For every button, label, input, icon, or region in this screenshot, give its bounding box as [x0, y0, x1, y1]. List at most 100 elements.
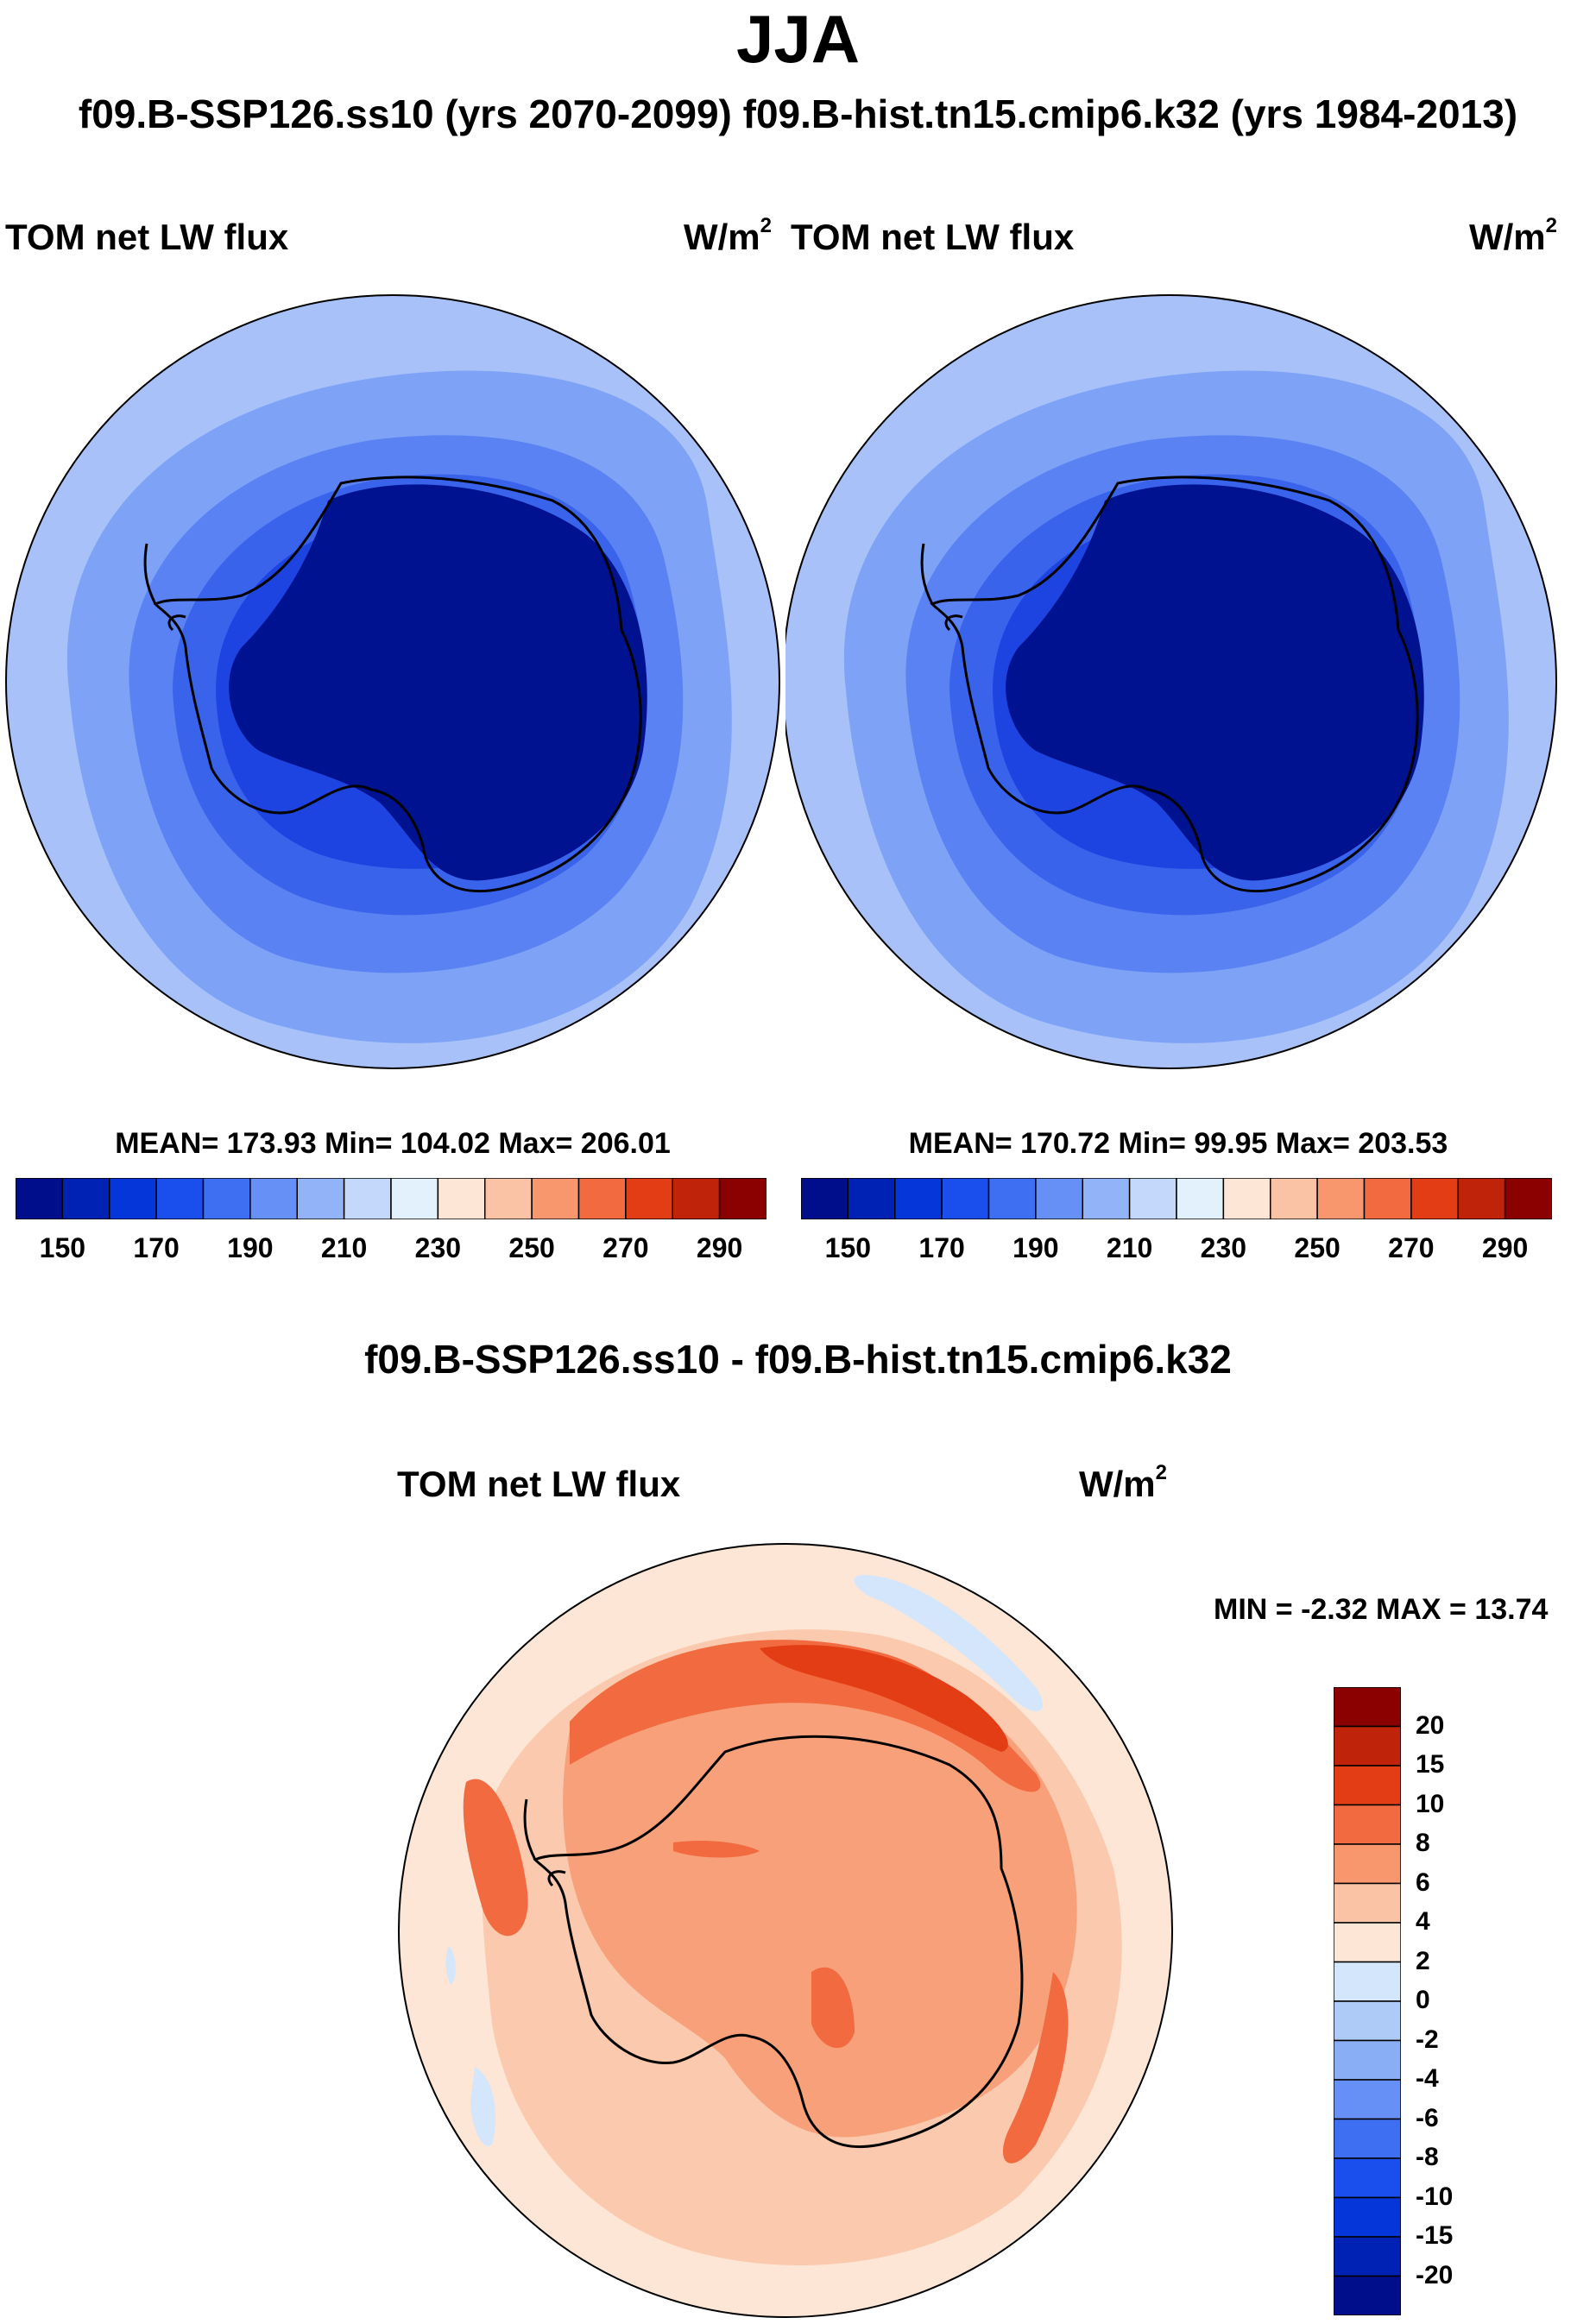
colorbar-tick-label: 8: [1416, 1829, 1430, 1857]
map-zone-negative: [854, 1575, 1044, 1712]
colorbar-swatch: [1176, 1178, 1225, 1219]
map-zone-core: [229, 484, 647, 881]
colorbar-tick-label: 6: [1416, 1867, 1430, 1897]
map-zone-strong: [673, 1841, 760, 1858]
figure-subtitle: f09.B-SSP126.ss10 (yrs 2070-2099) f09.B-…: [78, 91, 1518, 136]
colorbar-swatch: [249, 1178, 298, 1219]
coastline: [533, 1735, 1024, 2149]
diff-polar-map: [398, 1543, 1173, 2318]
colorbar-tick-label: 15: [1416, 1750, 1445, 1779]
colorbar-tick-label: 270: [1388, 1232, 1435, 1263]
colorbar-swatch: [1334, 2157, 1401, 2199]
map-zone-max: [760, 1645, 1008, 1752]
map-zone-strong: [1002, 1972, 1069, 2163]
map-zone-strong: [463, 1779, 528, 1937]
colorbar-swatch: [1222, 1178, 1271, 1219]
colorbar-tick-label: 230: [414, 1232, 462, 1263]
colorbar-swatch: [1334, 1882, 1401, 1924]
colorbar-swatch: [847, 1178, 896, 1219]
colorbar-swatch: [672, 1178, 721, 1219]
colorbar-swatch: [1082, 1178, 1131, 1219]
colorbar-swatch: [202, 1178, 251, 1219]
panel2-units-label: W/m2: [1469, 214, 1558, 258]
figure-title: JJA: [735, 1, 861, 77]
colorbar-tick-label: 290: [1481, 1232, 1529, 1263]
colorbar-swatch: [390, 1178, 439, 1219]
colorbar-swatch: [1334, 1725, 1401, 1767]
colorbar-tick-label: -2: [1416, 2025, 1439, 2054]
colorbar-tick-label: -10: [1416, 2182, 1454, 2211]
colorbar-swatch: [625, 1178, 673, 1219]
colorbar-tick-label: 250: [1294, 1232, 1341, 1263]
colorbar-swatch: [155, 1178, 205, 1219]
colorbar-swatch: [987, 1178, 1037, 1219]
colorbar-tick-label: -15: [1416, 2221, 1454, 2250]
colorbar-swatch: [61, 1178, 110, 1219]
panel1-colorbar: [16, 1178, 766, 1219]
colorbar-tick-label: 10: [1416, 1789, 1445, 1818]
colorbar-swatch: [531, 1178, 580, 1219]
panel1-units-label: W/m2: [684, 214, 773, 258]
colorbar-swatch: [1457, 1178, 1506, 1219]
panel2-stats: MEAN= 170.72 Min= 99.95 Max= 203.53: [908, 1127, 1448, 1160]
colorbar-tick-label: 150: [824, 1232, 872, 1263]
colorbar-tick-label: 4: [1416, 1907, 1430, 1936]
colorbar-swatch: [718, 1178, 766, 1219]
colorbar-swatch: [1334, 1765, 1401, 1806]
colorbar-swatch: [1334, 2079, 1401, 2120]
colorbar-swatch: [1334, 1687, 1401, 1728]
colorbar-swatch: [577, 1178, 627, 1219]
colorbar-swatch: [1334, 2236, 1401, 2277]
colorbar-tick-label: 170: [133, 1232, 180, 1263]
diff-colorbar: [1334, 1687, 1401, 2315]
colorbar-swatch: [1334, 2039, 1401, 2081]
panel1-polar-map: [5, 294, 780, 1069]
map-zone-mid: [563, 1663, 1077, 2138]
colorbar-swatch: [296, 1178, 345, 1219]
colorbar-tick-label: 190: [1012, 1232, 1059, 1263]
map-zone-negative: [470, 2067, 495, 2146]
colorbar-swatch: [1334, 1922, 1401, 1963]
colorbar-tick-label: -8: [1416, 2143, 1439, 2171]
colorbar-swatch: [109, 1178, 157, 1219]
colorbar-swatch: [484, 1178, 533, 1219]
map-zone-negative: [445, 1946, 456, 1985]
colorbar-tick-label: 190: [227, 1232, 274, 1263]
colorbar-tick-label: -4: [1416, 2064, 1439, 2093]
panel2-colorbar: [801, 1178, 1552, 1219]
colorbar-swatch: [1504, 1178, 1552, 1219]
panel1-variable-label: TOM net LW flux: [5, 217, 289, 257]
colorbar-tick-label: 170: [918, 1232, 965, 1263]
colorbar-swatch: [16, 1178, 64, 1219]
colorbar-tick-label: 2: [1416, 1946, 1430, 1975]
diff-variable-label: TOM net LW flux: [397, 1464, 681, 1504]
map-zone-strong: [811, 1967, 855, 2049]
diff-units-label: W/m2: [1079, 1461, 1168, 1505]
colorbar-swatch: [894, 1178, 943, 1219]
colorbar-tick-label: 210: [1106, 1232, 1153, 1263]
colorbar-tick-label: 0: [1416, 1986, 1430, 2014]
colorbar-tick-label: 20: [1416, 1710, 1445, 1740]
colorbar-swatch: [1334, 2000, 1401, 2042]
colorbar-tick-label: -20: [1416, 2260, 1454, 2289]
colorbar-swatch: [1363, 1178, 1412, 1219]
colorbar-swatch: [1270, 1178, 1318, 1219]
colorbar-swatch: [1334, 2275, 1401, 2315]
colorbar-swatch: [1316, 1178, 1366, 1219]
panel2-colorbar-labels: 150 170 190 210 230 250 270 290: [801, 1232, 1552, 1267]
colorbar-swatch: [1334, 1843, 1401, 1885]
colorbar-tick-label: 210: [320, 1232, 368, 1263]
colorbar-tick-label: 230: [1200, 1232, 1247, 1263]
colorbar-swatch: [1334, 1961, 1401, 2002]
colorbar-tick-label: 150: [39, 1232, 86, 1263]
colorbar-swatch: [941, 1178, 990, 1219]
colorbar-swatch: [1334, 2118, 1401, 2159]
colorbar-tick-label: 290: [696, 1232, 743, 1263]
colorbar-swatch: [437, 1178, 486, 1219]
diff-colorbar-labels: 20 15 10 8 6 4 2 0 -2 -4 -6 -8 -10 -15 -20: [1416, 1687, 1519, 2315]
panel1-stats: MEAN= 173.93 Min= 104.02 Max= 206.01: [115, 1127, 671, 1160]
map-zone-core: [1006, 484, 1424, 881]
colorbar-swatch: [1410, 1178, 1459, 1219]
colorbar-swatch: [1128, 1178, 1177, 1219]
colorbar-tick-label: -6: [1416, 2103, 1439, 2132]
